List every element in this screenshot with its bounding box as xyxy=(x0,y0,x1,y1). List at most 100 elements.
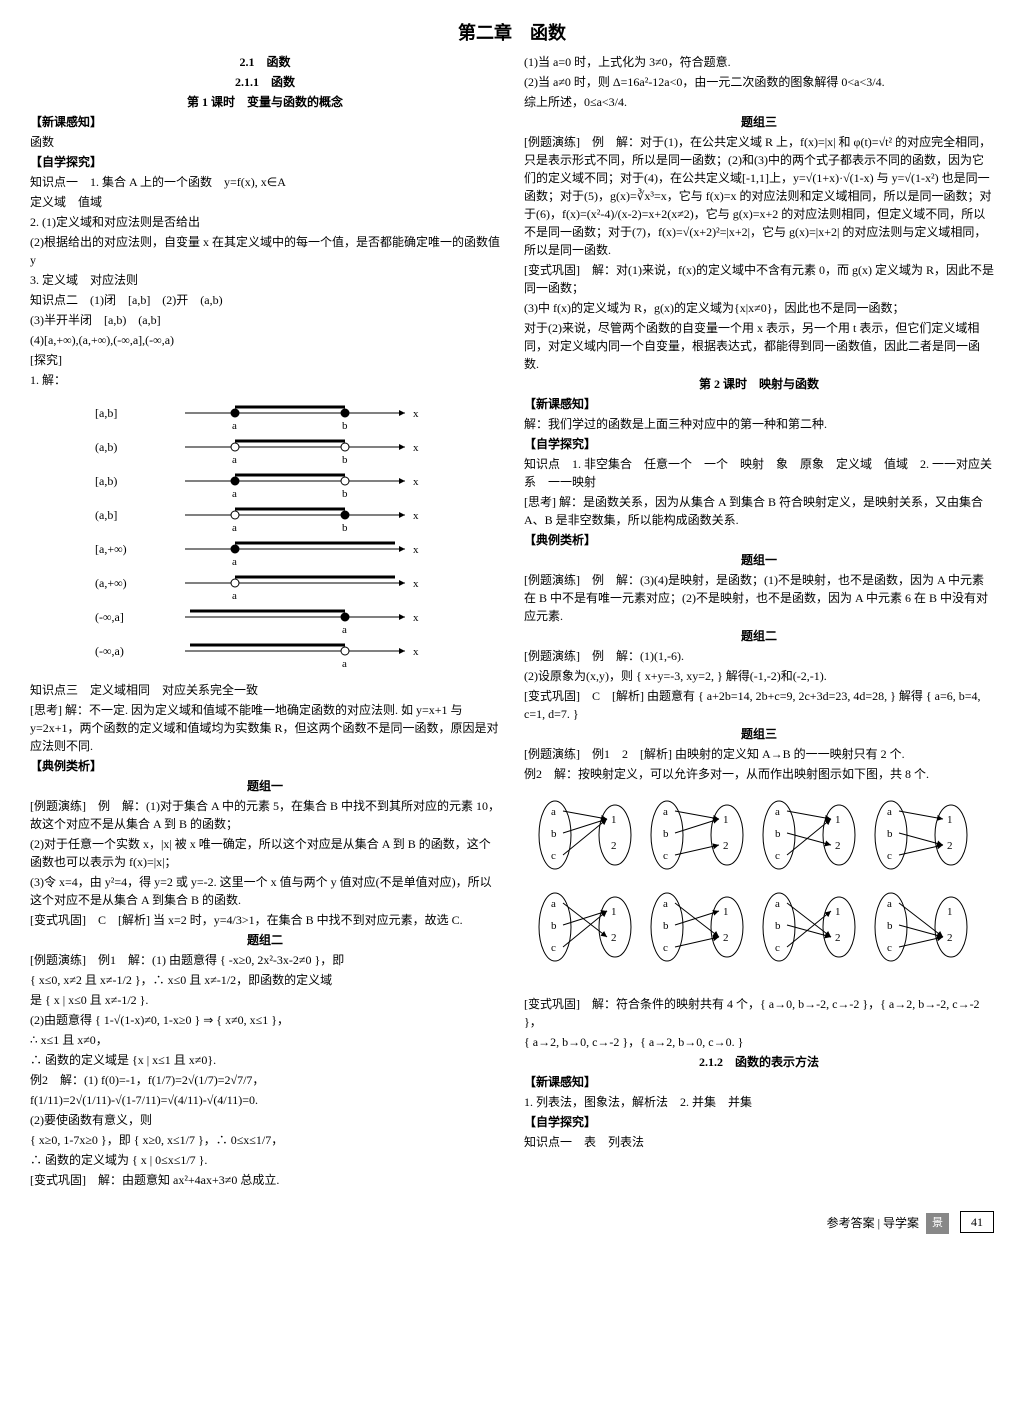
text: (2)设原象为(x,y)，则 { x+y=-3, xy=2, } 解得(-1,-… xyxy=(524,667,994,685)
section-2-1-1: 2.1.1 函数 xyxy=(30,73,500,91)
svg-text:c: c xyxy=(663,850,668,862)
svg-text:[a,b): [a,b) xyxy=(95,474,117,488)
text: { x≤0, x≠2 且 x≠-1/2 }，∴ x≤0 且 x≠-1/2，即函数… xyxy=(30,971,500,989)
self-study-heading: 【自学探究】 xyxy=(30,153,500,171)
text: 对于(2)来说，尽管两个函数的自变量一个用 x 表示，另一个用 t 表示，但它们… xyxy=(524,319,994,373)
text: (2)当 a≠0 时，则 Δ=16a²-12a<0，由一元二次函数的图象解得 0… xyxy=(524,73,994,91)
group-3b-title: 题组三 xyxy=(524,725,994,743)
text: 知识点一 1. 集合 A 上的一个函数 y=f(x), x∈A xyxy=(30,173,500,191)
svg-text:c: c xyxy=(775,942,780,954)
group-2-title: 题组二 xyxy=(30,931,500,949)
svg-text:b: b xyxy=(775,920,781,932)
text: ∴ 函数的定义域为 { x | 0≤x≤1/7 }. xyxy=(30,1151,500,1169)
self-study-heading: 【自学探究】 xyxy=(524,435,994,453)
self-study-heading: 【自学探究】 xyxy=(524,1113,994,1131)
svg-text:1: 1 xyxy=(723,906,729,918)
svg-text:a: a xyxy=(342,624,347,636)
svg-text:x: x xyxy=(413,646,419,658)
svg-text:a: a xyxy=(775,806,780,818)
svg-text:2: 2 xyxy=(723,840,729,852)
text: 例2 解：按映射定义，可以允许多对一，从而作出映射图示如下图，共 8 个. xyxy=(524,765,994,783)
text: [变式巩固] 解：对(1)来说，f(x)的定义域中不含有元素 0，而 g(x) … xyxy=(524,261,994,297)
svg-text:c: c xyxy=(775,850,780,862)
text: [例题演练] 例 解：(1)对于集合 A 中的元素 5，在集合 B 中找不到其所… xyxy=(30,797,500,833)
svg-text:a: a xyxy=(232,556,237,568)
svg-text:(-∞,a]: (-∞,a] xyxy=(95,610,124,624)
text: [变式巩固] C [解析] 当 x=2 时，y=4/3>1，在集合 B 中找不到… xyxy=(30,911,500,929)
group-2b-title: 题组二 xyxy=(524,627,994,645)
text: { x≥0, 1-7x≥0 }，即 { x≥0, x≤1/7 }，∴ 0≤x≤1… xyxy=(30,1131,500,1149)
text: (1)当 a=0 时，上式化为 3≠0，符合题意. xyxy=(524,53,994,71)
svg-text:x: x xyxy=(413,442,419,454)
text: [思考] 解：不一定. 因为定义域和值域不能唯一地确定函数的对应法则. 如 y=… xyxy=(30,701,500,755)
svg-text:2: 2 xyxy=(947,840,953,852)
text: [例题演练] 例 解：(3)(4)是映射，是函数；(1)不是映射，也不是函数，因… xyxy=(524,571,994,625)
text: 解：我们学过的函数是上面三种对应中的第一种和第二种. xyxy=(524,415,994,433)
svg-text:a: a xyxy=(232,454,237,466)
svg-text:c: c xyxy=(551,850,556,862)
svg-text:b: b xyxy=(342,454,348,466)
text: (2)要使函数有意义，则 xyxy=(30,1111,500,1129)
svg-text:a: a xyxy=(551,806,556,818)
svg-text:(-∞,a): (-∞,a) xyxy=(95,644,124,658)
svg-text:(a,b]: (a,b] xyxy=(95,508,117,522)
svg-text:b: b xyxy=(887,920,893,932)
svg-text:b: b xyxy=(663,920,669,932)
text: 综上所述，0≤a<3/4. xyxy=(524,93,994,111)
text: 知识点一 表 列表法 xyxy=(524,1133,994,1151)
svg-text:a: a xyxy=(342,658,347,670)
text: [探究] xyxy=(30,351,500,369)
svg-text:b: b xyxy=(551,920,557,932)
examples-heading: 【典例类析】 xyxy=(524,531,994,549)
svg-text:x: x xyxy=(413,510,419,522)
footer-badge: 景 xyxy=(926,1213,949,1234)
svg-text:[a,b]: [a,b] xyxy=(95,406,117,420)
interval-diagram: [a,b]xab(a,b)xab[a,b)xab(a,b]xab[a,+∞)xa… xyxy=(85,395,445,675)
text: 3. 定义域 对应法则 xyxy=(30,271,500,289)
text: [例题演练] 例1 解：(1) 由题意得 { -x≥0, 2x²-3x-2≠0 … xyxy=(30,951,500,969)
new-lesson-heading: 【新课感知】 xyxy=(30,113,500,131)
text: (3)半开半闭 [a,b) (a,b] xyxy=(30,311,500,329)
left-column: 2.1 函数 2.1.1 函数 第 1 课时 变量与函数的概念 【新课感知】 函… xyxy=(30,51,500,1191)
svg-text:b: b xyxy=(551,828,557,840)
svg-text:1: 1 xyxy=(611,906,617,918)
svg-text:1: 1 xyxy=(835,906,841,918)
svg-text:2: 2 xyxy=(835,840,841,852)
text: { a→2, b→0, c→-2 }，{ a→2, b→0, c→0. } xyxy=(524,1033,994,1051)
text: (3)令 x=4，由 y²=4，得 y=2 或 y=-2. 这里一个 x 值与两… xyxy=(30,873,500,909)
group-1b-title: 题组一 xyxy=(524,551,994,569)
svg-text:a: a xyxy=(232,488,237,500)
svg-text:a: a xyxy=(887,898,892,910)
svg-text:(a,b): (a,b) xyxy=(95,440,117,454)
svg-text:c: c xyxy=(887,850,892,862)
text: [例题演练] 例 解：(1)(1,-6). xyxy=(524,647,994,665)
svg-text:b: b xyxy=(775,828,781,840)
svg-text:2: 2 xyxy=(611,932,617,944)
text: ∴ 函数的定义域是 {x | x≤1 且 x≠0}. xyxy=(30,1051,500,1069)
text: 例2 解：(1) f(0)=-1，f(1/7)=2√(1/7)=2√7/7， xyxy=(30,1071,500,1089)
svg-text:2: 2 xyxy=(947,932,953,944)
svg-text:2: 2 xyxy=(611,840,617,852)
mapping-diagram: abc12abc12abc12abc12abc12abc12abc12abc12 xyxy=(529,789,989,989)
svg-text:c: c xyxy=(551,942,556,954)
svg-text:a: a xyxy=(232,590,237,602)
text: 函数 xyxy=(30,133,500,151)
svg-text:2: 2 xyxy=(835,932,841,944)
text: [变式巩固] C [解析] 由题意有 { a+2b=14, 2b+c=9, 2c… xyxy=(524,687,994,723)
text: 知识点二 (1)闭 [a,b] (2)开 (a,b) xyxy=(30,291,500,309)
text: (3)中 f(x)的定义域为 R，g(x)的定义域为{x|x≠0}，因此也不是同… xyxy=(524,299,994,317)
svg-text:x: x xyxy=(413,612,419,624)
svg-text:b: b xyxy=(342,420,348,432)
right-column: (1)当 a=0 时，上式化为 3≠0，符合题意. (2)当 a≠0 时，则 Δ… xyxy=(524,51,994,1191)
svg-text:[a,+∞): [a,+∞) xyxy=(95,542,127,556)
svg-text:1: 1 xyxy=(611,814,617,826)
svg-text:1: 1 xyxy=(947,814,953,826)
svg-text:x: x xyxy=(413,578,419,590)
footer-ref: 参考答案 | 导学案 xyxy=(827,1214,919,1232)
page-number: 41 xyxy=(960,1211,994,1233)
group-3-title: 题组三 xyxy=(524,113,994,131)
svg-text:x: x xyxy=(413,476,419,488)
svg-text:b: b xyxy=(663,828,669,840)
text: 1. 解： xyxy=(30,371,500,389)
section-2-1: 2.1 函数 xyxy=(30,53,500,71)
